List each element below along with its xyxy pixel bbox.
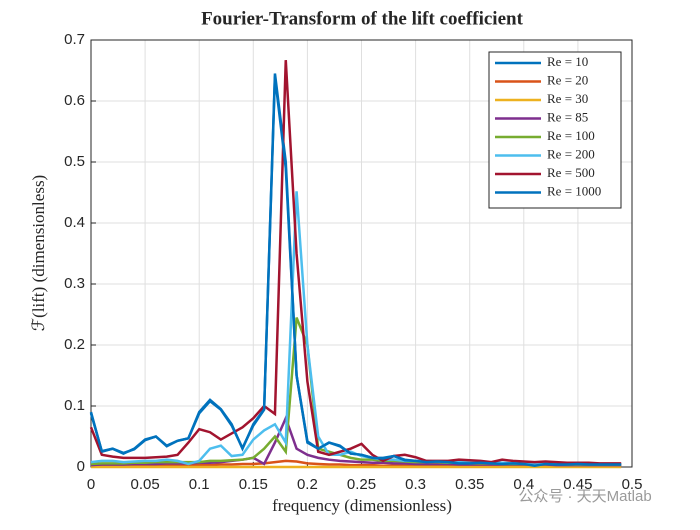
x-tick-label: 0.35 [455,476,484,493]
legend-label: Re = 200 [547,146,595,161]
legend-label: Re = 500 [547,165,595,180]
x-tick-label: 0.2 [297,476,318,493]
x-tick-label: 0.4 [513,476,534,493]
x-tick-label: 0.45 [563,476,592,493]
legend-label: Re = 30 [547,91,588,106]
legend-box [488,51,622,209]
legend-label: Re = 10 [547,54,588,69]
y-tick-label: 0.4 [64,214,85,231]
y-tick-label: 0.7 [64,31,85,48]
x-tick-label: 0.05 [130,476,159,493]
legend-label: Re = 85 [547,109,588,124]
x-tick-label: 0.15 [239,476,268,493]
watermark: 公众号 · 天天Matlab [518,488,651,505]
chart-title: Fourier-Transform of the lift coefficien… [201,8,523,29]
data-line [90,317,622,466]
data-line [89,60,622,465]
y-tick-label: 0.5 [64,153,85,170]
y-tick-label: 0.6 [64,92,85,109]
x-axis-label: frequency (dimensionless) [272,496,452,515]
legend-label: Re = 1000 [547,183,601,198]
x-tick-label: 0 [87,476,95,493]
x-tick-label: 0.25 [347,476,376,493]
x-tick-label: 0.5 [622,476,643,493]
legend-label: Re = 100 [547,128,595,143]
y-tick-label: 0.3 [64,275,85,292]
y-tick-label: 0.1 [64,397,85,414]
y-tick-label: 0.2 [64,336,85,353]
y-tick-label: 0 [77,458,85,475]
data-line [89,76,622,468]
x-tick-label: 0.3 [405,476,426,493]
y-axis-label: ℱ(lift) (dimensionless) [29,175,48,331]
data-line [90,191,622,466]
legend-label: Re = 20 [547,72,588,87]
x-tick-label: 0.1 [189,476,210,493]
